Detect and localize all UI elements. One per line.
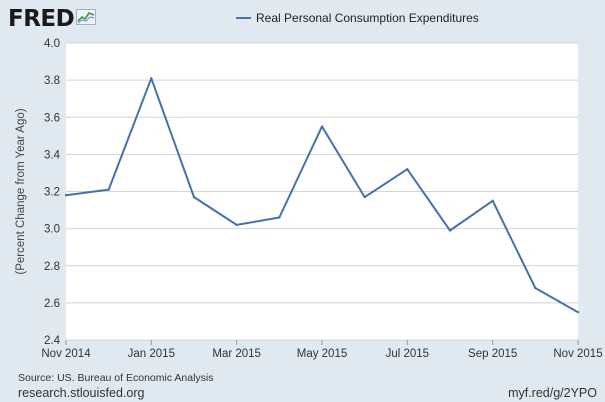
- data-point: [448, 229, 452, 232]
- y-tick-label: 3.6: [44, 112, 60, 124]
- y-axis-label: (Percent Change from Year Ago): [15, 108, 27, 274]
- y-tick-label: 3.8: [44, 75, 60, 87]
- data-point: [363, 195, 366, 199]
- x-tick-label: Jan 2015: [128, 348, 175, 360]
- legend-label: Real Personal Consumption Expenditures: [256, 11, 479, 25]
- data-point: [576, 310, 580, 314]
- data-point: [150, 77, 153, 80]
- data-point: [534, 286, 537, 290]
- data-point: [64, 194, 68, 197]
- research-link[interactable]: research.stlouisfed.org: [18, 386, 145, 400]
- fred-logo-text: FRED: [8, 6, 75, 32]
- x-tick-label: Jul 2015: [386, 348, 429, 360]
- x-tick-label: May 2015: [297, 348, 348, 360]
- x-tick-label: Sep 2015: [468, 348, 517, 360]
- data-point: [320, 125, 324, 128]
- y-tick-label: 3.2: [44, 187, 60, 199]
- data-point: [192, 195, 196, 199]
- data-point: [406, 168, 409, 171]
- y-tick-label: 2.8: [44, 261, 60, 273]
- data-point: [235, 223, 238, 227]
- chart-line-icon: [76, 9, 97, 25]
- fred-logo: FRED: [8, 6, 97, 32]
- y-tick-label: 3.0: [44, 224, 60, 236]
- x-tick-label: Nov 2014: [41, 348, 91, 360]
- data-point: [491, 199, 494, 202]
- y-tick-label: 3.4: [44, 149, 61, 161]
- x-tick-label: Nov 2015: [553, 348, 602, 360]
- x-tick-label: Mar 2015: [212, 348, 261, 360]
- source-note: Source: US. Bureau of Economic Analysis: [18, 372, 214, 384]
- data-point: [107, 188, 110, 191]
- y-tick-label: 2.6: [44, 298, 60, 310]
- y-tick-label: 4.0: [44, 38, 60, 50]
- y-tick-label: 2.4: [44, 335, 61, 347]
- data-point: [278, 216, 281, 219]
- short-link[interactable]: myf.red/g/2YPO: [508, 386, 597, 400]
